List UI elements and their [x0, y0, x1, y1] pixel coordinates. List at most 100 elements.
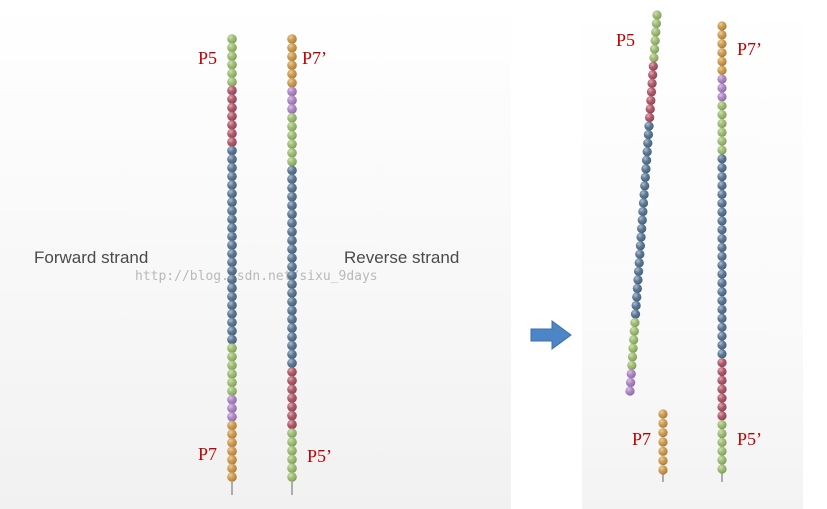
bead-highlight [227, 248, 237, 259]
bead-highlight [227, 437, 237, 448]
bead-highlight [287, 297, 297, 307]
bead-highlight [227, 455, 237, 465]
bead-highlight [287, 113, 297, 123]
bead-highlight [717, 384, 727, 394]
bead-highlight [649, 53, 659, 63]
bead-highlight [287, 410, 297, 421]
bead-highlight [717, 446, 727, 456]
bead-highlight [287, 419, 297, 430]
bead-highlight [227, 85, 237, 96]
bead-highlight [717, 39, 727, 49]
bead-highlight [227, 309, 237, 319]
bead-highlight [717, 180, 727, 191]
bead-highlight [227, 77, 237, 87]
forward-strand [227, 34, 237, 495]
bead-highlight [227, 394, 237, 405]
p5-prime-label-left: P5’ [307, 446, 332, 466]
bead-highlight [287, 375, 297, 386]
bead-highlight [287, 393, 297, 403]
bead-highlight [641, 155, 652, 165]
bead-highlight [287, 209, 297, 219]
bead-highlight [287, 358, 297, 368]
right-panel-background [582, 0, 803, 509]
bead-highlight [717, 83, 727, 93]
bead-highlight [287, 165, 297, 176]
bead-highlight [227, 420, 237, 431]
bead-highlight [287, 314, 297, 325]
bead-highlight [630, 309, 641, 319]
bead-highlight [717, 269, 727, 279]
reverse-strand-right [717, 21, 727, 482]
bead-highlight [227, 214, 237, 225]
bead-highlight [227, 266, 237, 276]
bead-highlight [717, 127, 727, 137]
bead-highlight [626, 369, 636, 379]
bead-highlight [287, 367, 297, 377]
bead-highlight [717, 21, 727, 31]
bead-highlight [227, 205, 237, 216]
bead-highlight [651, 18, 661, 29]
bead-highlight [717, 411, 727, 421]
bead-highlight [717, 304, 727, 315]
bead-highlight [717, 428, 727, 439]
bead-highlight [717, 189, 727, 199]
bead-highlight [227, 59, 237, 70]
bead-highlight [227, 94, 237, 104]
bead-highlight [287, 454, 297, 465]
bead-highlight [643, 138, 653, 148]
bead-highlight [717, 420, 727, 430]
bead-highlight [287, 253, 297, 263]
bead-highlight [658, 428, 668, 438]
reverse-strand [287, 34, 297, 495]
bead-highlight [227, 334, 237, 345]
bead-highlight [651, 27, 661, 37]
bead-highlight [227, 360, 237, 371]
bead-highlight [287, 235, 297, 246]
bead-highlight [632, 283, 642, 294]
bead-highlight [717, 287, 727, 297]
bead-highlight [717, 145, 727, 155]
bead-highlight [227, 188, 237, 199]
bead-highlight [717, 296, 727, 306]
bead-highlight [717, 198, 727, 208]
bead-highlight [635, 249, 645, 259]
bead-highlight [227, 154, 237, 165]
bead-highlight [658, 465, 668, 475]
bead-highlight [717, 101, 727, 111]
bead-highlight [717, 331, 727, 341]
bead-highlight [630, 318, 640, 328]
bead-highlight [641, 164, 651, 174]
bead-highlight [287, 95, 297, 106]
bead-highlight [287, 288, 297, 298]
bead-highlight [287, 191, 297, 202]
bead-highlight [227, 240, 237, 250]
bead-highlight [287, 305, 297, 316]
bead-highlight [717, 172, 727, 182]
bead-highlight [717, 322, 727, 332]
bead-highlight [287, 279, 297, 290]
reverse-strand-title: Reverse strand [344, 248, 459, 267]
bead-highlight [633, 275, 643, 285]
bead-highlight [717, 92, 727, 102]
right-arrow-icon [530, 320, 572, 350]
bead-highlight [287, 261, 297, 272]
bead-highlight [227, 300, 237, 311]
bead-highlight [717, 313, 727, 323]
p7-label-right: P7 [632, 429, 651, 449]
bead-highlight [227, 446, 237, 457]
bead-highlight [227, 257, 237, 268]
bead-highlight [227, 274, 237, 285]
cleaved-forward-strand [625, 10, 662, 396]
bead-highlight [287, 472, 297, 482]
bead-highlight [636, 232, 646, 242]
p7-label-left: P7 [198, 444, 217, 464]
bead-highlight [287, 270, 297, 281]
bead-highlight [227, 34, 237, 44]
bead-highlight [717, 207, 727, 217]
bead-highlight [658, 456, 668, 466]
bead-highlight [628, 343, 638, 353]
left-panel-background [0, 0, 511, 509]
bead-highlight [287, 174, 297, 184]
bead-highlight [717, 375, 727, 385]
bead-highlight [287, 445, 297, 456]
